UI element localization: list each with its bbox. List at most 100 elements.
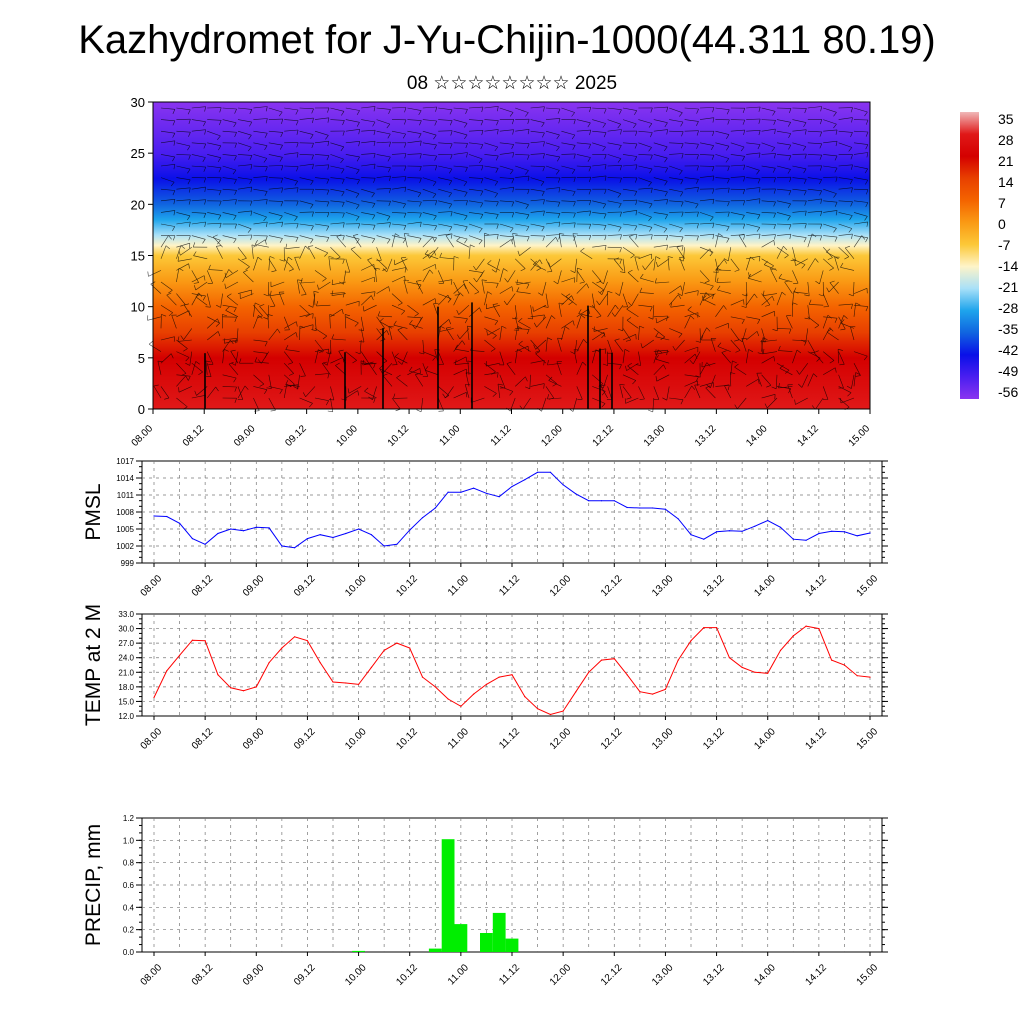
pmsl-x-tick-label: 09.00 <box>241 573 267 599</box>
temp-point <box>601 660 602 661</box>
colorbar-label: -28 <box>998 300 1018 316</box>
temp-x-tick-label: 09.12 <box>292 726 318 752</box>
heatmap-x-tick-label: 11.00 <box>437 423 462 448</box>
temp-point <box>550 714 551 715</box>
temp-point <box>473 694 474 695</box>
temp-point <box>588 672 589 673</box>
pmsl-point <box>678 518 679 519</box>
pmsl-point <box>371 534 372 535</box>
heatmap-x-tick-label: 13.00 <box>642 423 668 449</box>
heatmap-x-tick-label: 10.00 <box>335 423 361 449</box>
pmsl-point <box>473 488 474 489</box>
temp-point <box>435 686 436 687</box>
colorbar-label: -42 <box>998 342 1018 358</box>
pmsl-point <box>639 507 640 508</box>
temp-point <box>742 667 743 668</box>
temp-point <box>166 670 167 671</box>
heatmap-x-tick-label: 08.12 <box>181 423 207 449</box>
pmsl-point <box>869 532 870 533</box>
temp-point <box>857 675 858 676</box>
temp-point <box>486 684 487 685</box>
temp-point <box>179 655 180 656</box>
pmsl-point <box>153 515 154 516</box>
pmsl-x-tick-label: 13.12 <box>701 573 727 599</box>
pmsl-x-tick-label: 12.00 <box>548 573 574 599</box>
pmsl-point <box>243 530 244 531</box>
precip-x-tick-label: 12.00 <box>548 962 574 988</box>
pmsl-x-tick-label: 08.00 <box>139 573 165 599</box>
pmsl-point <box>806 540 807 541</box>
temp-point <box>384 650 385 651</box>
heatmap-y-tick-label: 5 <box>138 351 145 366</box>
pmsl-point <box>345 533 346 534</box>
temp-point <box>320 662 321 663</box>
heatmap-y-tick-label: 25 <box>131 146 145 161</box>
wind-barb-flag <box>648 410 653 412</box>
precip-x-tick-label: 09.00 <box>241 962 267 988</box>
precip-bar <box>429 949 442 952</box>
precip-x-tick-label: 14.12 <box>804 962 830 988</box>
heatmap-y-tick-label: 30 <box>131 95 145 110</box>
pmsl-point <box>435 507 436 508</box>
temp-x-tick-label: 14.12 <box>804 726 830 752</box>
colorbar-label: -14 <box>998 258 1018 274</box>
pmsl-point <box>307 538 308 539</box>
wind-barb-flag <box>271 410 276 411</box>
precip-x-tick-label: 08.12 <box>190 962 216 988</box>
temp-point <box>294 636 295 637</box>
temp-point <box>806 626 807 627</box>
temp-x-tick-label: 12.12 <box>599 726 625 752</box>
temp-y-tick-label: 27.0 <box>118 639 134 648</box>
temp-point <box>230 687 231 688</box>
precip-y-axis-label: PRECIP, mm <box>82 824 105 946</box>
pmsl-point <box>396 544 397 545</box>
temp-point <box>678 660 679 661</box>
temp-point <box>869 677 870 678</box>
pmsl-y-tick-label: 1005 <box>116 525 134 534</box>
pmsl-point <box>857 535 858 536</box>
pmsl-point <box>818 533 819 534</box>
heatmap-x-tick-label: 10.12 <box>386 423 412 449</box>
pmsl-point <box>422 517 423 518</box>
heatmap-x-tick-label: 15.00 <box>847 423 873 449</box>
pmsl-point <box>754 526 755 527</box>
temp-y-tick-label: 15.0 <box>118 697 134 706</box>
pmsl-point <box>460 492 461 493</box>
temp-point <box>627 674 628 675</box>
pmsl-point <box>358 528 359 529</box>
temp-point <box>448 698 449 699</box>
pmsl-point <box>703 539 704 540</box>
temp-point <box>153 697 154 698</box>
pmsl-point <box>409 530 410 531</box>
precip-bar <box>480 933 493 952</box>
temp-point <box>524 696 525 697</box>
pmsl-point <box>588 500 589 501</box>
heatmap-x-tick-label: 14.12 <box>795 423 821 449</box>
colorbar-label: 14 <box>998 174 1014 190</box>
pmsl-point <box>294 547 295 548</box>
heatmap-x-tick-label: 12.12 <box>591 423 617 449</box>
temp-point <box>511 674 512 675</box>
temp-point <box>192 640 193 641</box>
pmsl-point <box>192 538 193 539</box>
heatmap-x-tick-label: 14.00 <box>744 423 770 449</box>
temp-x-tick-label: 13.00 <box>650 726 676 752</box>
temp-point <box>844 664 845 665</box>
heatmap-x-tick-label: 11.12 <box>489 423 514 448</box>
precip-bar <box>506 939 519 952</box>
temp-point <box>422 677 423 678</box>
temp-point <box>205 640 206 641</box>
pmsl-point <box>524 479 525 480</box>
precip-x-tick-label: 10.00 <box>343 962 369 988</box>
temp-point <box>563 711 564 712</box>
temp-point <box>831 660 832 661</box>
temp-x-tick-label: 14.00 <box>752 726 778 752</box>
temp-y-tick-label: 12.0 <box>118 712 134 721</box>
pmsl-point <box>537 472 538 473</box>
temp-y-tick-label: 30.0 <box>118 625 134 634</box>
pmsl-point <box>448 492 449 493</box>
temp-y-tick-label: 18.0 <box>118 683 134 692</box>
precip-bar <box>352 951 365 952</box>
pmsl-x-tick-label: 08.12 <box>190 573 216 599</box>
pmsl-point <box>332 537 333 538</box>
